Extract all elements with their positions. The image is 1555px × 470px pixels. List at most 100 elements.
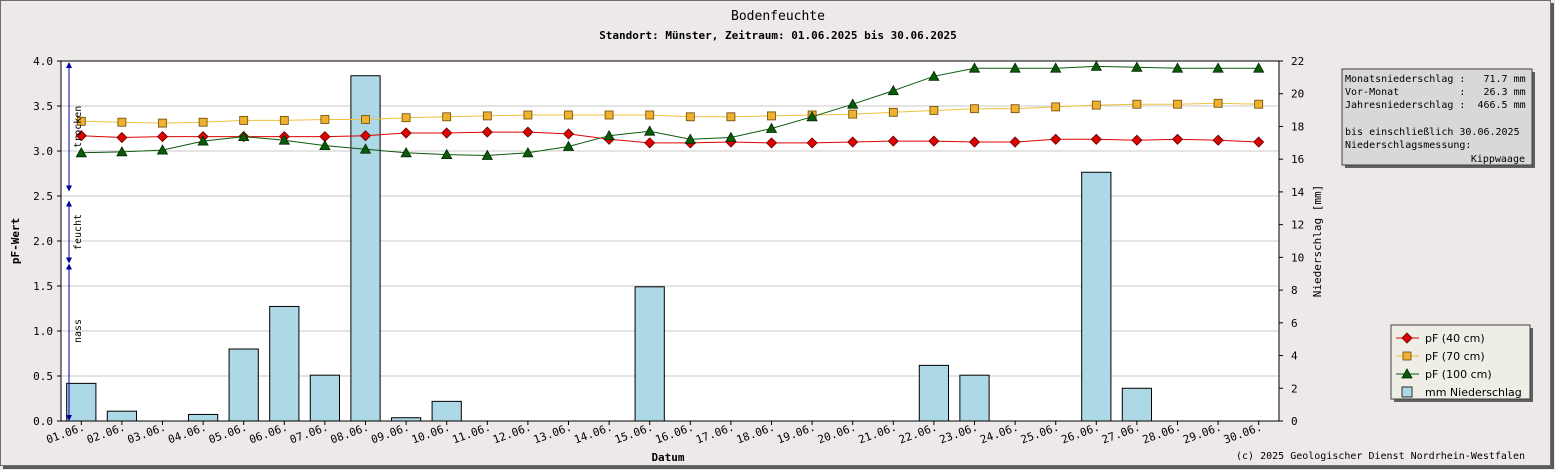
- legend-label: pF (70 cm): [1425, 350, 1485, 363]
- precipitation-bar: [959, 374, 990, 422]
- info-monthly: Monatsniederschlag : 71.7 mm: [1345, 74, 1526, 85]
- series-point: [319, 139, 331, 151]
- zone-arrow-down: [66, 415, 72, 421]
- series-point: [1171, 133, 1184, 145]
- copyright: (c) 2025 Geologischer Dienst Nordrhein-W…: [1236, 451, 1525, 462]
- y2-tick-label: 0: [1291, 415, 1298, 428]
- series-point: [197, 135, 209, 146]
- precipitation-bar: [269, 305, 300, 422]
- legend-label: pF (100 cm): [1425, 368, 1492, 381]
- precipitation-bar: [66, 382, 97, 422]
- series-point: [75, 146, 87, 158]
- legend-marker: [1401, 332, 1413, 344]
- precipitation-bars: [66, 75, 1153, 422]
- precipitation-bar: [350, 75, 381, 422]
- legend-label: mm Niederschlag: [1425, 386, 1522, 399]
- series-point: [116, 131, 128, 144]
- series-line: [81, 131, 1259, 144]
- series-point: [1009, 136, 1021, 148]
- series-point: [765, 137, 778, 149]
- series-point: [968, 62, 981, 73]
- x-tick-label: 28.06.: [1141, 421, 1183, 447]
- series-point: [848, 109, 858, 119]
- series-point: [645, 110, 655, 120]
- y-tick-label: 0.5: [33, 370, 53, 383]
- x-tick-label: 02.06.: [85, 421, 127, 447]
- y-tick-label: 3.5: [33, 100, 53, 113]
- series-point: [644, 137, 656, 149]
- precipitation-info-box: Monatsniederschlag : 71.7 mm Vor-Monat :…: [1341, 68, 1535, 168]
- precipitation-bar: [1121, 387, 1153, 422]
- x-tick-label: 14.06.: [572, 421, 614, 447]
- x-tick-label: 22.06.: [897, 421, 939, 447]
- precipitation-bar: [309, 374, 341, 422]
- series-point: [156, 131, 169, 143]
- series-point: [603, 129, 615, 141]
- y2-tick-label: 10: [1291, 251, 1304, 264]
- series-point: [806, 110, 818, 122]
- series-point: [481, 149, 493, 160]
- x-tick-label: 17.06.: [694, 421, 736, 447]
- series-point: [116, 146, 128, 157]
- y2-tick-label: 14: [1291, 186, 1305, 199]
- info-previous-month: Vor-Monat : 26.3 mm: [1345, 87, 1526, 98]
- info-until-date: bis einschließlich 30.06.2025: [1345, 127, 1520, 138]
- x-tick-label: 20.06.: [816, 421, 858, 447]
- y2-tick-label: 8: [1291, 284, 1298, 297]
- series-point: [481, 126, 493, 138]
- series-point: [562, 128, 575, 140]
- legend-box: [1390, 324, 1531, 400]
- series-point: [685, 112, 695, 122]
- y-tick-label: 1.0: [33, 325, 53, 338]
- series-point: [562, 140, 575, 151]
- y2-tick-label: 18: [1291, 120, 1304, 133]
- series-point: [1010, 104, 1020, 114]
- series-point: [644, 125, 656, 136]
- series-point: [928, 135, 940, 147]
- series-point: [1050, 133, 1062, 145]
- y-tick-label: 1.5: [33, 280, 53, 293]
- series-point: [1171, 62, 1184, 73]
- pf-series-lines: [75, 60, 1265, 160]
- x-tick-label: 06.06.: [248, 421, 290, 447]
- y2-tick-label: 4: [1291, 350, 1298, 363]
- series-point: [888, 107, 898, 117]
- x-tick-label: 07.06.: [288, 421, 330, 447]
- info-measurement-method: Kippwaage: [1471, 154, 1525, 165]
- chart-title: Bodenfeuchte: [731, 9, 825, 24]
- y2-tick-label: 6: [1291, 317, 1298, 330]
- series-line: [81, 102, 1259, 124]
- x-tick-label: 19.06.: [775, 421, 817, 447]
- series-point: [117, 117, 127, 127]
- x-tick-label: 10.06.: [410, 421, 452, 447]
- series-point: [1091, 100, 1101, 110]
- x-tick-label: 27.06.: [1100, 421, 1142, 447]
- series-point: [726, 112, 736, 122]
- series-point: [156, 144, 169, 155]
- zone-label: trocken: [73, 106, 84, 148]
- legend-swatch: [1401, 386, 1413, 398]
- series-point: [238, 130, 250, 142]
- precipitation-bar: [1081, 171, 1112, 422]
- series-point: [400, 146, 412, 158]
- zone-arrow-up: [66, 200, 72, 207]
- y-tick-label: 3.0: [33, 145, 53, 158]
- legend-marker: [1402, 351, 1412, 361]
- series-point: [765, 122, 778, 133]
- series-point: [400, 127, 412, 139]
- x-tick-label: 11.06.: [451, 421, 493, 447]
- y2-tick-label: 16: [1291, 153, 1304, 166]
- zone-arrow-up: [66, 263, 72, 270]
- series-point: [1254, 99, 1264, 109]
- series-point: [522, 146, 534, 158]
- y2-tick-label: 20: [1291, 88, 1304, 101]
- series-point: [725, 131, 737, 142]
- series-point: [887, 135, 899, 147]
- x-tick-label: 23.06.: [938, 421, 980, 447]
- series-point: [239, 116, 249, 125]
- series-line: [81, 65, 1259, 157]
- zone-arrow-down: [66, 257, 72, 264]
- legend-marker: [1401, 368, 1413, 379]
